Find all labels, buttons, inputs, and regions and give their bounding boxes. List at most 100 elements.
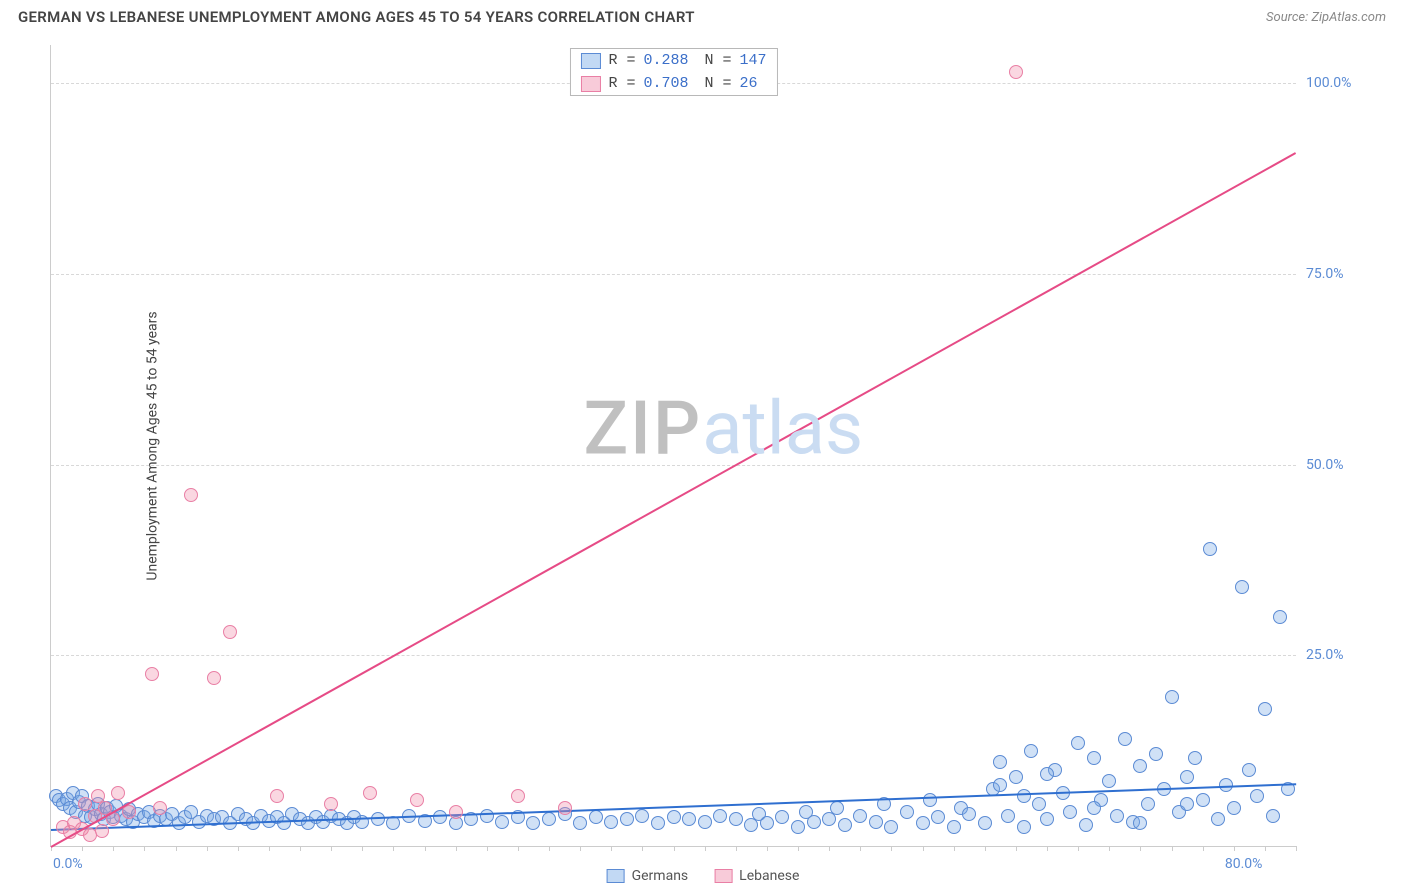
scatter-point [900, 805, 914, 819]
x-minor-tick [891, 846, 892, 851]
scatter-point [1266, 809, 1280, 823]
scatter-point [207, 671, 221, 685]
scatter-point [807, 815, 821, 829]
scatter-point [993, 778, 1007, 792]
scatter-point [760, 816, 774, 830]
scatter-point [1087, 751, 1101, 765]
x-minor-tick [1296, 846, 1297, 851]
x-minor-tick [549, 846, 550, 851]
x-minor-tick [1172, 846, 1173, 851]
scatter-point [620, 812, 634, 826]
x-minor-tick [144, 846, 145, 851]
y-tick-label: 50.0% [1306, 457, 1376, 473]
scatter-point [604, 815, 618, 829]
chart-header: GERMAN VS LEBANESE UNEMPLOYMENT AMONG AG… [0, 0, 1406, 30]
scatter-point [869, 815, 883, 829]
scatter-point [433, 810, 447, 824]
scatter-point [791, 820, 805, 834]
x-minor-tick [331, 846, 332, 851]
x-minor-tick [1047, 846, 1048, 851]
trend-line [51, 152, 1297, 848]
stats-swatch [580, 76, 600, 92]
scatter-point [145, 667, 159, 681]
scatter-point [542, 812, 556, 826]
scatter-point [1250, 789, 1264, 803]
x-tick-label: 0.0% [53, 856, 83, 872]
scatter-point [1024, 744, 1038, 758]
scatter-point [635, 809, 649, 823]
x-minor-tick [238, 846, 239, 851]
scatter-point [1227, 801, 1241, 815]
stats-n-value: 147 [740, 52, 767, 69]
scatter-point [1273, 610, 1287, 624]
scatter-point [1032, 797, 1046, 811]
scatter-point [1180, 797, 1194, 811]
scatter-point [1133, 759, 1147, 773]
scatter-point [651, 816, 665, 830]
x-minor-tick [487, 846, 488, 851]
scatter-point [363, 786, 377, 800]
x-minor-tick [1203, 846, 1204, 851]
stats-r-label: R = [608, 75, 635, 92]
x-minor-tick [1234, 846, 1235, 851]
chart-container: Unemployment Among Ages 45 to 54 years Z… [50, 45, 1386, 847]
scatter-point [916, 816, 930, 830]
legend-item: Germans [607, 868, 689, 884]
x-minor-tick [393, 846, 394, 851]
scatter-point [1133, 816, 1147, 830]
scatter-point [884, 820, 898, 834]
legend-label: Germans [632, 868, 689, 884]
stats-swatch [580, 53, 600, 69]
scatter-point [1102, 774, 1116, 788]
chart-title: GERMAN VS LEBANESE UNEMPLOYMENT AMONG AG… [18, 8, 695, 26]
scatter-point [1040, 767, 1054, 781]
scatter-point [449, 805, 463, 819]
scatter-point [1040, 812, 1054, 826]
scatter-point [1110, 809, 1124, 823]
scatter-point [153, 801, 167, 815]
scatter-point [978, 816, 992, 830]
x-minor-tick [674, 846, 675, 851]
x-minor-tick [860, 846, 861, 851]
source-attribution: Source: ZipAtlas.com [1266, 10, 1386, 25]
scatter-point [682, 812, 696, 826]
scatter-point [589, 810, 603, 824]
scatter-point [830, 801, 844, 815]
x-minor-tick [642, 846, 643, 851]
x-minor-tick [1078, 846, 1079, 851]
legend-label: Lebanese [739, 868, 799, 884]
scatter-point [729, 812, 743, 826]
scatter-point [838, 818, 852, 832]
legend-item: Lebanese [714, 868, 799, 884]
scatter-point [573, 816, 587, 830]
bottom-legend: Germans Lebanese [607, 868, 800, 884]
x-minor-tick [705, 846, 706, 851]
scatter-point [184, 488, 198, 502]
scatter-point [1242, 763, 1256, 777]
x-minor-tick [518, 846, 519, 851]
x-minor-tick [425, 846, 426, 851]
scatter-point [667, 810, 681, 824]
x-tick-label: 80.0% [1225, 856, 1263, 872]
scatter-point [1141, 797, 1155, 811]
scatter-point [713, 809, 727, 823]
scatter-point [1017, 820, 1031, 834]
scatter-point [775, 810, 789, 824]
scatter-point [558, 801, 572, 815]
scatter-point [480, 809, 494, 823]
watermark: ZIPatlas [583, 386, 863, 473]
scatter-point [993, 755, 1007, 769]
scatter-point [1118, 732, 1132, 746]
x-minor-tick [1109, 846, 1110, 851]
stats-legend-box: R =0.288N =147R =0.708N = 26 [569, 48, 777, 96]
stats-row: R =0.708N = 26 [570, 72, 776, 95]
scatter-point [1001, 809, 1015, 823]
x-minor-tick [362, 846, 363, 851]
scatter-point [1071, 736, 1085, 750]
scatter-point [1165, 690, 1179, 704]
gridline [51, 655, 1296, 656]
x-minor-tick [580, 846, 581, 851]
x-minor-tick [829, 846, 830, 851]
gridline [51, 465, 1296, 466]
scatter-point [1235, 580, 1249, 594]
